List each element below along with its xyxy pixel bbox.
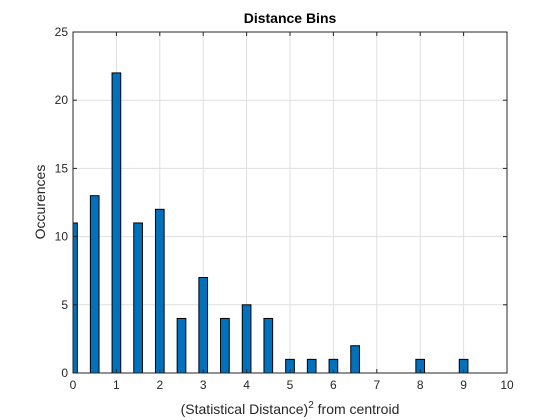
x-axis-label-superscript: 2 [308, 400, 314, 411]
x-tick-label: 8 [417, 378, 424, 392]
bar [89, 195, 100, 374]
x-tick-label: 10 [500, 378, 514, 392]
bar [176, 317, 187, 374]
bar [350, 345, 360, 374]
bar [198, 277, 209, 374]
bar [263, 317, 274, 374]
ticks [72, 31, 508, 374]
y-tick-label: 5 [61, 298, 68, 312]
bars [72, 72, 469, 374]
bar [220, 317, 230, 374]
y-tick-label: 20 [55, 93, 69, 107]
chart-title: Distance Bins [244, 10, 337, 26]
x-axis-label-suffix: from centroid [314, 401, 400, 417]
x-tick-label: 9 [460, 378, 467, 392]
x-tick-label: 6 [330, 378, 337, 392]
x-tick-label: 3 [200, 378, 207, 392]
bar [72, 222, 78, 374]
bar [111, 72, 122, 374]
x-tick-label: 5 [287, 378, 294, 392]
y-tick-labels: 0 5 10 15 20 25 [55, 25, 69, 380]
y-tick-label: 15 [55, 161, 69, 175]
x-tick-labels: 0 1 2 3 4 5 6 7 8 9 10 [70, 378, 514, 392]
y-tick-label: 25 [55, 25, 69, 39]
x-tick-label: 1 [113, 378, 120, 392]
bar [133, 222, 143, 374]
x-tick-label: 2 [156, 378, 163, 392]
x-axis-label-main: (Statistical Distance) [181, 401, 309, 417]
x-tick-label: 4 [243, 378, 250, 392]
y-tick-label: 0 [61, 366, 68, 380]
bar [306, 358, 317, 374]
x-tick-label: 7 [373, 378, 380, 392]
y-tick-label: 10 [55, 230, 69, 244]
y-axis-label: Occurences [32, 165, 48, 240]
bar [241, 304, 252, 374]
x-axis-label: (Statistical Distance)2 from centroid [181, 400, 400, 417]
bar [154, 208, 165, 374]
x-tick-label: 0 [70, 378, 77, 392]
